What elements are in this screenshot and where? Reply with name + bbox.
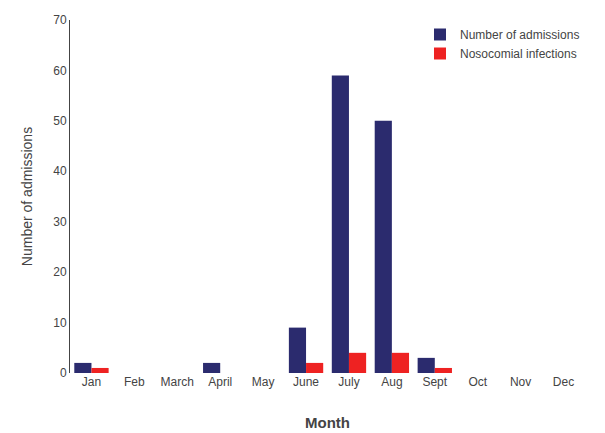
svg-text:Nov: Nov (510, 375, 531, 389)
svg-text:20: 20 (53, 265, 67, 279)
svg-text:June: June (293, 375, 319, 389)
svg-text:70: 70 (53, 13, 67, 27)
svg-text:Number of admissions: Number of admissions (19, 127, 35, 266)
svg-text:Feb: Feb (124, 375, 145, 389)
svg-text:Month: Month (305, 414, 350, 431)
svg-text:10: 10 (53, 316, 67, 330)
svg-text:March: March (161, 375, 194, 389)
svg-text:50: 50 (53, 114, 67, 128)
svg-text:60: 60 (53, 64, 67, 78)
svg-text:Jan: Jan (82, 375, 101, 389)
svg-text:Sept: Sept (422, 375, 447, 389)
svg-text:Number of admissions: Number of admissions (460, 28, 579, 42)
svg-text:Dec: Dec (553, 375, 574, 389)
svg-text:Oct: Oct (468, 375, 487, 389)
svg-text:July: July (338, 375, 359, 389)
svg-text:40: 40 (53, 164, 67, 178)
svg-text:30: 30 (53, 215, 67, 229)
svg-text:Nosocomial infections: Nosocomial infections (460, 47, 577, 61)
svg-text:May: May (252, 375, 275, 389)
svg-text:0: 0 (60, 366, 67, 380)
svg-text:Aug: Aug (381, 375, 402, 389)
svg-text:April: April (208, 375, 232, 389)
